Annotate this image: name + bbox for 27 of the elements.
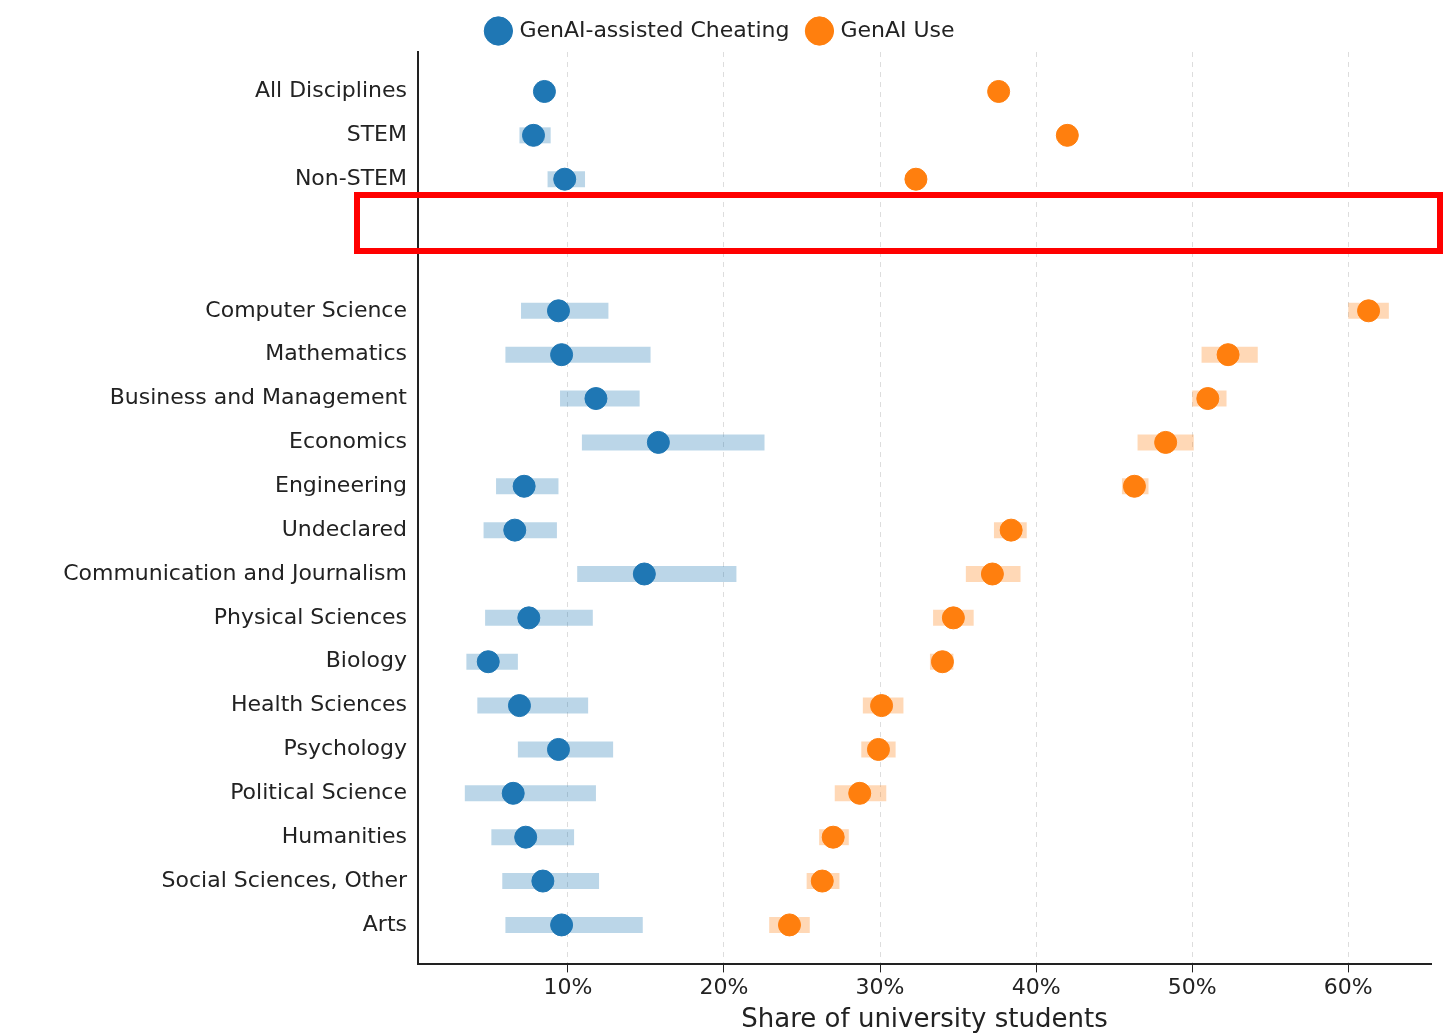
x-axis-title: Share of university students	[741, 1003, 1108, 1034]
y-tick-label: Computer Science	[205, 296, 407, 322]
y-tick-label: Communication and Journalism	[63, 559, 407, 585]
y-tick-label: Political Science	[230, 779, 407, 805]
y-tick-label: Social Sciences, Other	[161, 866, 408, 892]
y-tick-label: All Disciplines	[254, 77, 407, 103]
x-tick-label: 40%	[1011, 974, 1061, 1000]
y-tick-label: Business and Management	[109, 384, 408, 410]
y-tick-label: Economics	[289, 428, 407, 454]
y-tick-label: Undeclared	[281, 515, 407, 541]
y-tick-label: Mathematics	[265, 340, 407, 366]
y-tick-label: Arts	[362, 910, 407, 936]
y-tick-label: Health Sciences	[231, 691, 407, 717]
legend-label: GenAI Use	[840, 16, 955, 42]
legend-label: GenAI-assisted Cheating	[519, 16, 790, 42]
x-tick-label: 60%	[1323, 974, 1373, 1000]
x-tick-label: 20%	[699, 974, 749, 1000]
y-tick-label: Humanities	[281, 822, 407, 848]
y-tick-label: Non-STEM	[294, 164, 407, 190]
y-tick-label: Biology	[325, 647, 407, 673]
x-tick-label: 50%	[1167, 974, 1217, 1000]
y-tick-label: Physical Sciences	[213, 603, 407, 629]
y-tick-label: Engineering	[275, 471, 407, 497]
y-tick-label: STEM	[346, 121, 407, 147]
x-tick-label: 10%	[543, 974, 593, 1000]
x-tick-label: 30%	[855, 974, 905, 1000]
y-tick-label: Psychology	[283, 735, 407, 761]
